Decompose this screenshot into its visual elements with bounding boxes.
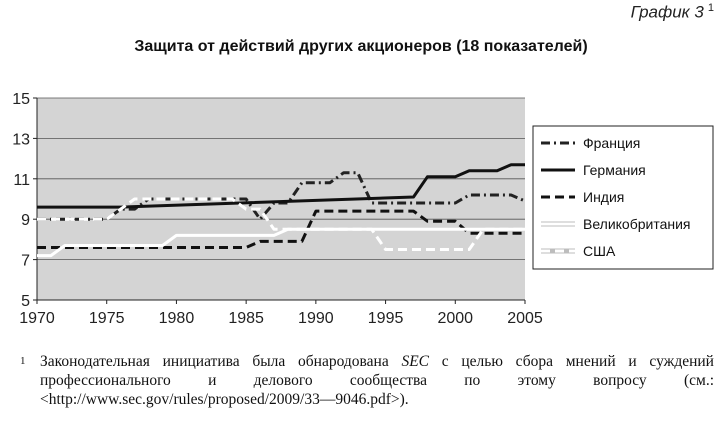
footnote-text-before: Законодательная инициатива была обнародо…	[40, 353, 402, 370]
legend-label-5: США	[583, 243, 616, 259]
x-tick-label: 1970	[19, 310, 55, 327]
footnote-text-after: с целью сбора мнений и суждений професси…	[40, 353, 714, 408]
chart-number-footnote-mark: 1	[707, 2, 714, 14]
series-line-5	[37, 197, 525, 251]
y-tick-label: 11	[13, 172, 30, 189]
plot-area	[37, 98, 525, 300]
footnote-text: Законодательная инициатива была обнародо…	[40, 352, 714, 409]
series-line-3	[37, 209, 525, 249]
footnote: 1 Законодательная инициатива была обнаро…	[20, 352, 714, 409]
x-tick-label: 1990	[298, 310, 334, 327]
legend-label-4: Великобритания	[583, 216, 691, 232]
chart-number: График 3	[630, 2, 704, 22]
x-tick-label: 1980	[159, 310, 195, 327]
y-tick-label: 7	[21, 253, 30, 270]
footnote-sec: SEC	[401, 353, 429, 370]
x-tick-label: 1975	[89, 310, 125, 327]
legend-label-1: Франция	[583, 135, 640, 151]
y-tick-label: 13	[12, 131, 30, 148]
x-tick-label: 1985	[228, 310, 264, 327]
legend-label-2: Германия	[583, 162, 646, 178]
x-tick-label: 2005	[507, 310, 543, 327]
series-line-4	[37, 227, 525, 258]
y-tick-label: 5	[21, 293, 30, 310]
y-tick-label: 15	[12, 91, 30, 108]
x-tick-label: 2000	[437, 310, 473, 327]
legend-label-3: Индия	[583, 189, 624, 205]
x-tick-label: 1995	[368, 310, 404, 327]
series-line-2	[37, 163, 525, 209]
y-tick-label: 9	[21, 212, 30, 229]
series-line-1	[37, 171, 526, 221]
chart-title: Защита от действий других акционеров (18…	[134, 38, 588, 55]
line-chart: 5 7 9 11 13 15 1970 1975 1980 1985 1990 1995 2000 200…	[12, 91, 714, 327]
footnote-mark: 1	[20, 355, 26, 367]
